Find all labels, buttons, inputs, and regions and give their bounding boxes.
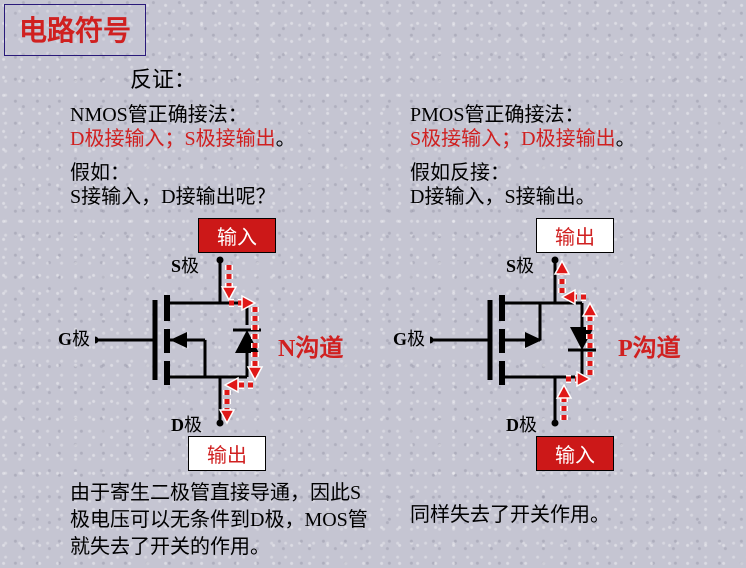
- left-heading-2: D极接输入；S极接输出。: [70, 122, 296, 151]
- subtitle-text: 反证：: [130, 67, 196, 92]
- left-output-text: 输出: [207, 445, 247, 467]
- right-h2-red: S极接输入；D极接输出: [410, 128, 616, 150]
- left-q: S接输入，D接输出呢？: [70, 180, 276, 209]
- right-output-text: 输出: [555, 227, 595, 249]
- right-channel-text: P沟道: [618, 336, 681, 362]
- g-bold: G: [58, 329, 72, 349]
- rg-ji: 极: [407, 329, 425, 349]
- right-footer: 同样失去了开关作用。: [410, 498, 710, 527]
- title-text: 电路符号: [19, 16, 131, 47]
- s-bold: S: [171, 256, 181, 276]
- page-title: 电路符号: [4, 4, 146, 56]
- flow-arrows-right: [555, 261, 597, 420]
- left-output-box: 输出: [188, 436, 266, 471]
- left-input-box: 输入: [198, 218, 276, 253]
- right-input-box: 输入: [536, 436, 614, 471]
- right-s-label: S极: [506, 252, 534, 278]
- left-h2-red: D极接输入；S极接输出: [70, 128, 276, 150]
- left-d-label: D极: [171, 411, 202, 437]
- rg-bold: G: [393, 329, 407, 349]
- d-ji: 极: [184, 415, 202, 435]
- left-input-text: 输入: [217, 227, 257, 249]
- rd-bold: D: [506, 415, 519, 435]
- rs-ji: 极: [516, 256, 534, 276]
- left-footer: 由于寄生二极管直接导通，因此S极电压可以无条件到D极，MOS管就失去了开关的作用…: [70, 480, 370, 561]
- rd-ji: 极: [519, 415, 537, 435]
- right-foot-text: 同样失去了开关作用。: [410, 504, 610, 526]
- g-ji: 极: [72, 329, 90, 349]
- left-channel: N沟道: [278, 328, 343, 363]
- subtitle: 反证：: [130, 62, 196, 94]
- right-d-label: D极: [506, 411, 537, 437]
- left-channel-text: N沟道: [278, 336, 343, 362]
- left-s-label: S极: [171, 252, 199, 278]
- d-bold: D: [171, 415, 184, 435]
- left-g-label: G极: [58, 325, 90, 351]
- right-heading-2: S极接输入；D极接输出。: [410, 122, 636, 151]
- right-q: D接输入，S接输出。: [410, 180, 596, 209]
- right-input-text: 输入: [555, 445, 595, 467]
- right-h2-tail: 。: [616, 128, 636, 150]
- left-q-text: S接输入，D接输出呢？: [70, 186, 276, 208]
- left-h2-tail: 。: [276, 128, 296, 150]
- right-g-label: G极: [393, 325, 425, 351]
- rs-bold: S: [506, 256, 516, 276]
- right-q-text: D接输入，S接输出。: [410, 186, 596, 208]
- left-foot-text: 由于寄生二极管直接导通，因此S极电压可以无条件到D极，MOS管就失去了开关的作用…: [70, 482, 368, 558]
- s-ji: 极: [181, 256, 199, 276]
- right-channel: P沟道: [618, 328, 681, 363]
- right-output-box: 输出: [536, 218, 614, 253]
